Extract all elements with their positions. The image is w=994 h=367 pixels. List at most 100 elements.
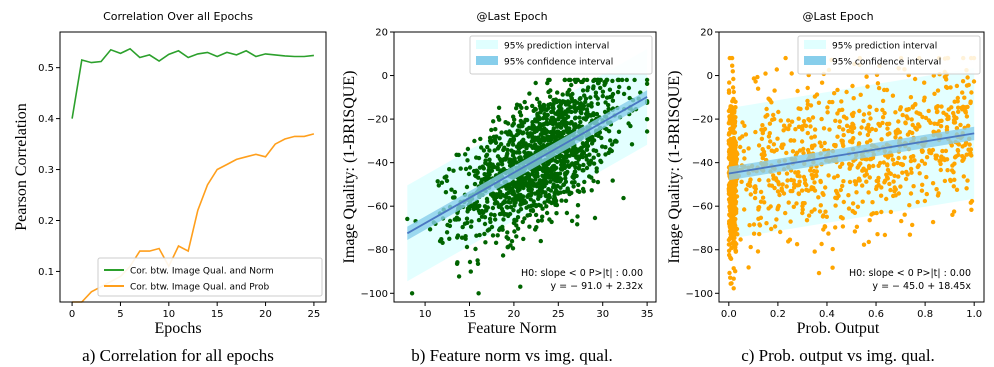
data-point [748,177,752,181]
data-point [833,225,837,229]
data-point [939,124,943,128]
data-point [886,155,890,159]
data-point [527,91,531,95]
data-point [796,170,800,174]
data-point [866,133,870,137]
data-point [548,102,552,106]
data-point [818,140,822,144]
data-point [918,112,922,116]
data-point [730,241,734,245]
data-point [959,106,963,110]
data-point [586,144,590,148]
data-point [563,78,567,82]
x-tick-label: 0.8 [917,309,933,320]
data-point [747,223,751,227]
data-point [727,121,731,125]
data-point [549,220,553,224]
data-point [525,176,529,180]
data-point [739,180,743,184]
data-point [910,223,914,227]
data-point [572,163,576,167]
data-point [569,120,573,124]
data-point [554,211,558,215]
data-point [965,178,969,182]
data-point [469,269,473,273]
data-point [465,217,469,221]
data-point [590,188,594,192]
data-point [749,192,753,196]
data-point [969,90,973,94]
data-point [853,179,857,183]
data-point [484,154,488,158]
data-point [573,116,577,120]
data-point [929,151,933,155]
data-point [969,153,973,157]
data-point [850,112,854,116]
data-point [512,118,516,122]
data-point [934,156,938,160]
data-point [827,127,831,131]
data-point [581,168,585,172]
data-point [908,233,912,237]
data-point [865,84,869,88]
data-point [611,99,615,103]
data-point [483,204,487,208]
data-point [549,188,553,192]
data-point [789,178,793,182]
data-point [943,75,947,79]
data-point [496,115,500,119]
data-point [603,152,607,156]
data-point [553,174,557,178]
data-point [759,128,763,132]
data-point [733,248,737,252]
data-point [457,274,461,278]
data-point [728,236,732,240]
data-point [540,215,544,219]
data-point [769,204,773,208]
data-point [733,105,737,109]
data-point [473,247,477,251]
data-point [826,231,830,235]
data-point [580,145,584,149]
x-tick-label: 15 [463,309,476,320]
data-point [498,212,502,216]
data-point [465,185,469,189]
data-point [727,140,731,144]
data-point [820,81,824,85]
y-tick-label: 20 [700,28,713,39]
y-tick-label: −40 [692,158,713,169]
data-point [478,137,482,141]
data-point [950,213,954,217]
data-point [842,133,846,137]
data-point [753,184,757,188]
data-point [859,93,863,97]
data-point [570,97,574,101]
data-point [813,127,817,131]
data-point [469,219,473,223]
data-point [731,85,735,89]
data-point [768,122,772,126]
data-point [545,172,549,176]
data-point [837,108,841,112]
legend-swatch-0 [804,40,826,49]
data-point [910,117,914,121]
data-point [789,189,793,193]
data-point [964,186,968,190]
data-point [817,101,821,105]
data-point [581,141,585,145]
data-point [839,188,843,192]
data-point [867,240,871,244]
data-point [539,145,543,149]
data-point [940,149,944,153]
data-point [506,132,510,136]
data-point [774,217,778,221]
data-point [501,253,505,257]
data-point [565,211,569,215]
data-point [588,95,592,99]
data-point [901,113,905,117]
data-point [960,159,964,163]
data-point [972,79,976,83]
x-tick-label: 0.2 [770,309,786,320]
data-point [924,175,928,179]
data-point [844,90,848,94]
